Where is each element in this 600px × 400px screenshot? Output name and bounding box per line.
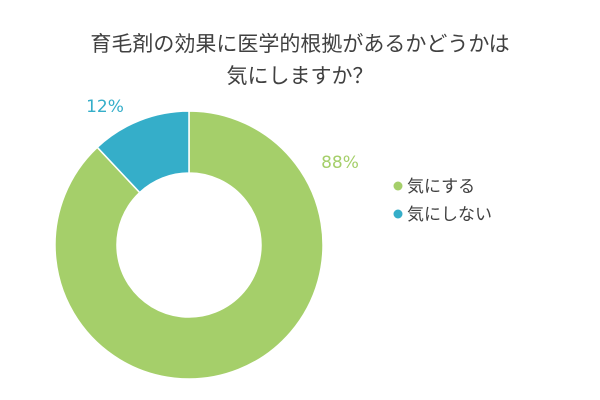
- legend-label-1: 気にする: [407, 177, 475, 197]
- chart-title-line-1: 育毛剤の効果に医学的根拠があるかどうかは: [90, 32, 510, 56]
- data-labels: 88% 12%: [86, 97, 359, 173]
- data-label-2: 12%: [86, 97, 124, 117]
- legend-marker-1: [393, 181, 403, 191]
- legend-label-2: 気にしない: [407, 205, 492, 225]
- legend-marker-2: [393, 209, 403, 219]
- data-label-1: 88%: [321, 153, 359, 173]
- donut-slices: [54, 110, 324, 380]
- donut-slice-2: [96, 110, 190, 194]
- chart-title-line-2: 気にしますか？: [226, 64, 374, 88]
- donut-slice-1: [54, 110, 324, 380]
